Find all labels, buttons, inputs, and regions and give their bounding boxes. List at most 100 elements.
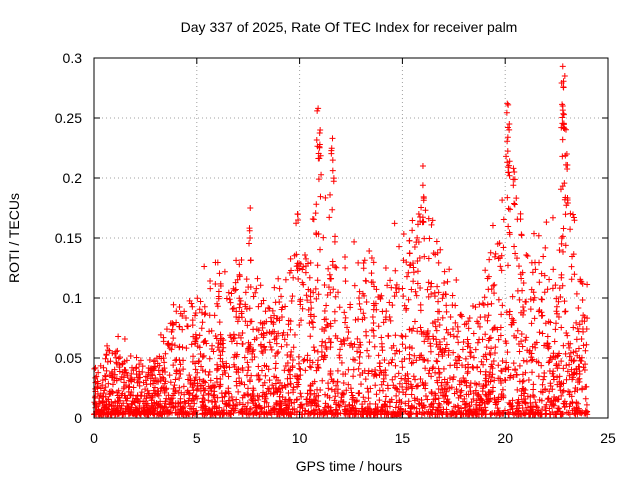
data-point — [190, 353, 197, 360]
data-point — [173, 319, 180, 326]
data-point — [388, 345, 395, 352]
data-point — [304, 297, 311, 304]
data-point — [436, 374, 443, 381]
data-point — [387, 411, 394, 418]
data-point — [466, 403, 473, 410]
data-point — [399, 333, 406, 340]
data-point — [415, 221, 421, 228]
data-point — [313, 367, 320, 374]
data-point — [166, 409, 173, 416]
data-point — [354, 348, 361, 355]
data-point — [560, 111, 567, 118]
data-point — [294, 211, 301, 218]
data-point — [503, 309, 510, 316]
data-point — [514, 327, 521, 334]
data-point — [266, 305, 273, 312]
data-point — [162, 400, 169, 407]
data-point — [417, 307, 424, 314]
data-point — [92, 385, 99, 392]
data-point — [491, 281, 498, 288]
data-point — [582, 383, 589, 390]
data-point — [357, 411, 364, 418]
data-point — [467, 353, 474, 360]
data-point — [465, 325, 472, 332]
data-point — [375, 352, 382, 359]
data-point — [486, 256, 493, 263]
data-point — [527, 399, 534, 406]
data-point — [365, 367, 372, 374]
data-point — [166, 345, 173, 352]
data-point — [503, 153, 510, 160]
data-point — [395, 410, 402, 417]
data-point — [253, 326, 260, 333]
data-point — [378, 334, 385, 341]
data-point — [329, 167, 336, 174]
data-point — [470, 354, 477, 361]
data-point — [307, 313, 314, 320]
data-point — [237, 334, 244, 341]
data-point — [194, 395, 201, 402]
x-tick-label: 20 — [497, 430, 513, 446]
data-point — [356, 360, 363, 367]
data-point — [176, 375, 183, 382]
data-point — [528, 286, 535, 293]
data-point — [247, 378, 254, 385]
data-point — [126, 383, 133, 390]
data-point — [541, 342, 548, 349]
data-point — [249, 350, 256, 357]
data-point — [559, 410, 566, 417]
data-point — [421, 338, 428, 345]
data-point — [438, 379, 445, 386]
data-point — [262, 346, 269, 353]
data-points — [91, 63, 591, 418]
data-point — [410, 325, 417, 332]
data-point — [243, 276, 250, 283]
data-point — [104, 358, 111, 365]
data-point — [334, 409, 341, 416]
data-point — [116, 402, 123, 409]
data-point — [468, 399, 475, 406]
data-point — [447, 314, 454, 321]
data-point — [403, 380, 410, 387]
data-point — [380, 378, 387, 385]
data-point — [395, 285, 402, 292]
data-point — [409, 217, 416, 224]
data-point — [154, 391, 161, 398]
data-point — [418, 352, 425, 359]
data-point — [504, 349, 511, 356]
data-point — [547, 319, 554, 326]
data-point — [444, 411, 451, 418]
data-point — [506, 126, 513, 133]
data-point — [461, 378, 468, 385]
data-point — [425, 215, 432, 222]
data-point — [440, 291, 447, 298]
data-point — [443, 388, 450, 395]
data-point — [253, 404, 260, 411]
data-point — [562, 308, 569, 315]
data-point — [513, 372, 520, 379]
data-point — [581, 367, 588, 374]
data-point — [529, 392, 536, 399]
data-point — [469, 302, 476, 309]
data-point — [441, 280, 448, 287]
data-point — [313, 406, 320, 413]
data-point — [162, 350, 169, 357]
data-point — [418, 411, 425, 418]
data-point — [343, 408, 350, 415]
data-point — [145, 369, 152, 376]
data-point — [320, 234, 327, 241]
data-point — [239, 365, 246, 372]
data-point — [533, 403, 540, 410]
data-point — [512, 250, 519, 257]
data-point — [319, 326, 326, 333]
data-point — [325, 265, 332, 272]
data-point — [188, 341, 195, 348]
data-point — [220, 410, 227, 417]
data-point — [161, 389, 168, 396]
data-point — [372, 367, 379, 374]
data-point — [284, 375, 291, 382]
data-point — [470, 364, 477, 371]
data-point — [160, 334, 167, 341]
data-point — [334, 367, 341, 374]
data-point — [331, 238, 338, 245]
